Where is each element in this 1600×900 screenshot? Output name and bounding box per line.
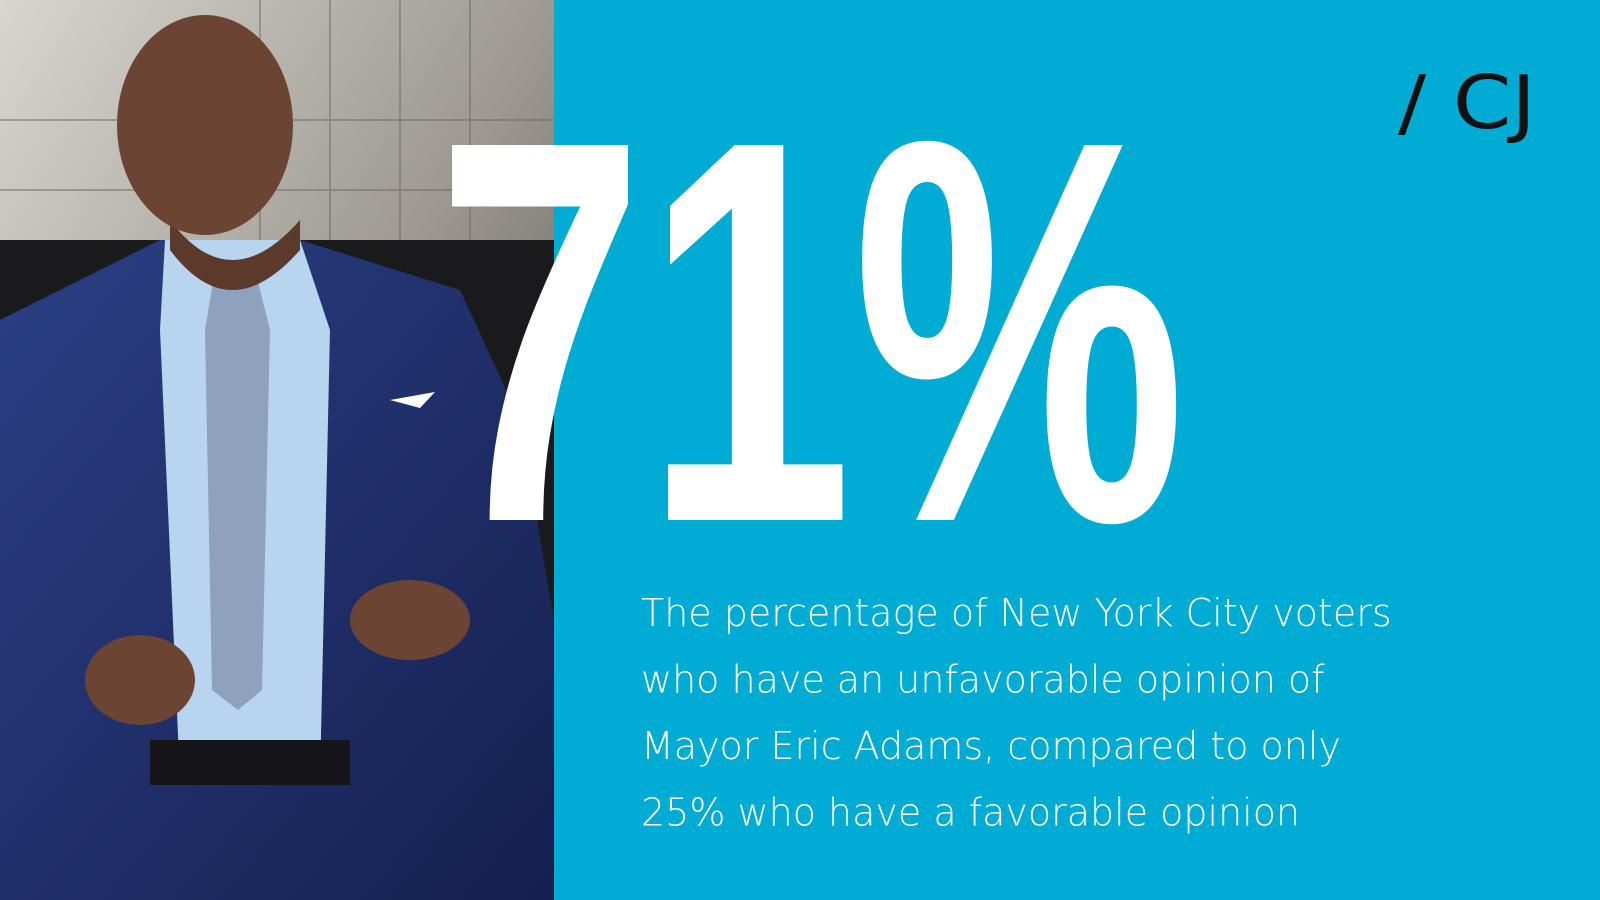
caption-line: who have an unfavorable opinion of — [641, 658, 1325, 702]
caption-line: 25% who have a favorable opinion — [641, 791, 1300, 835]
headline-stat: 71% — [436, 28, 1186, 636]
caption-line: The percentage of New York City voters — [641, 591, 1392, 635]
caption-line: Mayor Eric Adams, compared to only — [641, 724, 1341, 768]
caption: The percentage of New York City voters wh… — [641, 591, 1392, 835]
photo — [0, 0, 554, 900]
logo: / CJ — [1398, 60, 1536, 146]
